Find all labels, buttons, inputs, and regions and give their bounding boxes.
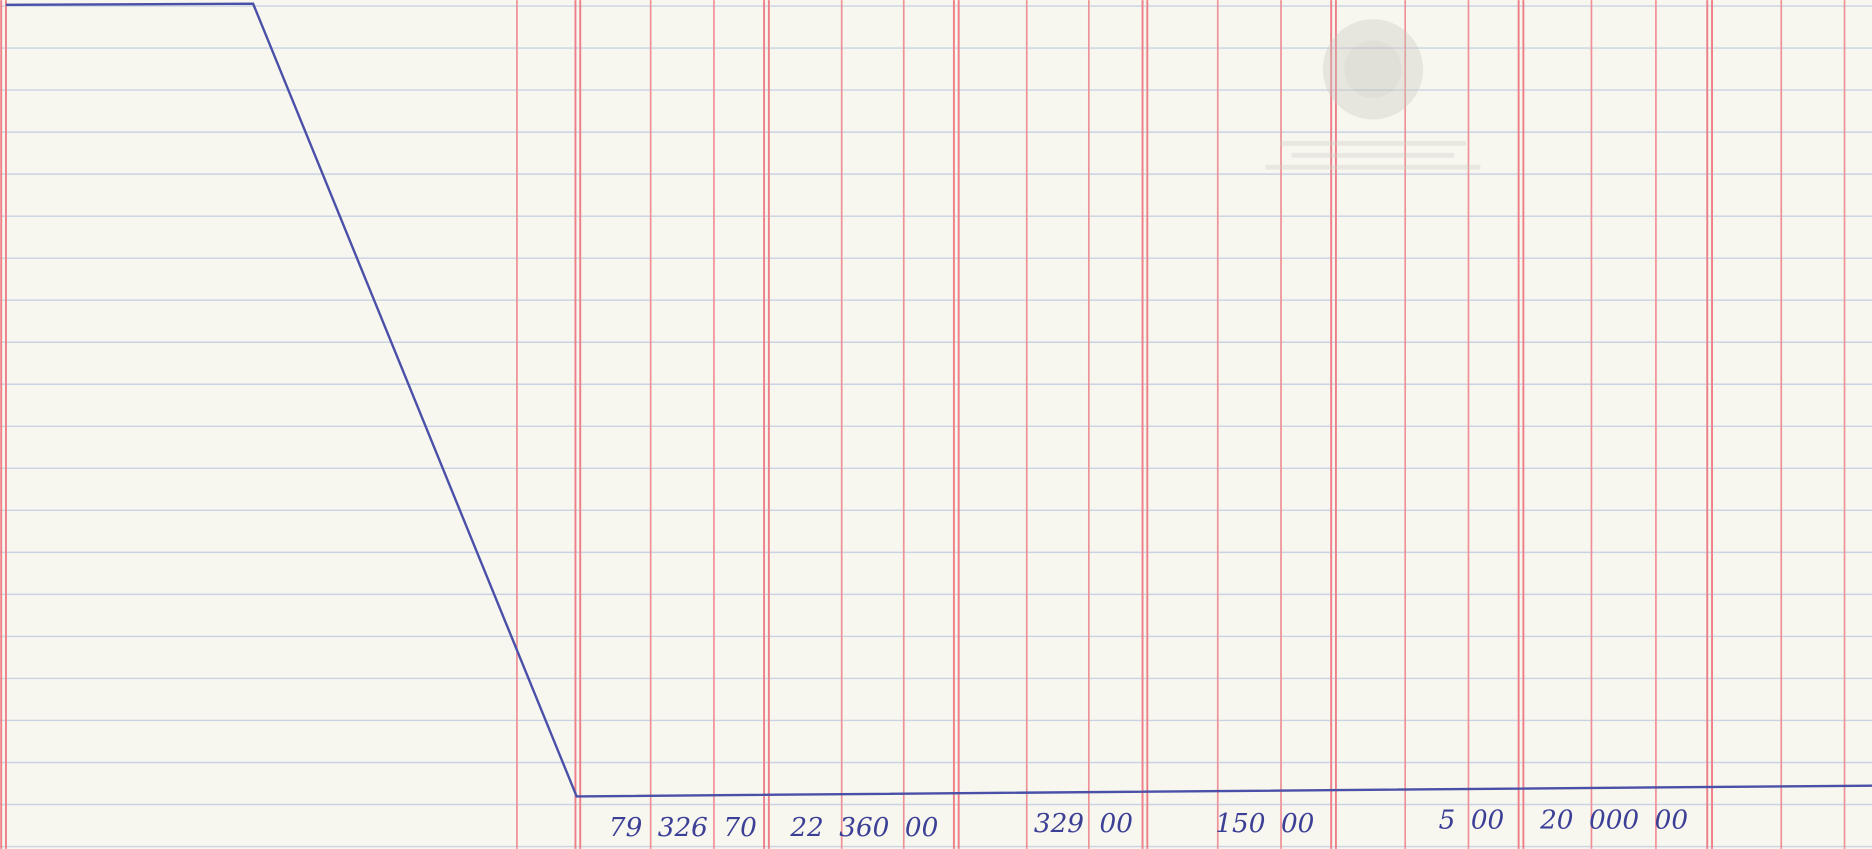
amount: 22 360 00 — [789, 813, 938, 843]
amount: 329 00 — [1034, 809, 1133, 839]
watermark-emblem — [1322, 19, 1424, 120]
amount: 150 00 — [1215, 809, 1314, 839]
amount: 79 326 70 — [609, 813, 757, 843]
amount: 20 000 00 — [1539, 806, 1688, 836]
watermark — [1265, 19, 1481, 170]
amount: 5 00 — [1439, 806, 1505, 836]
watermark-line — [1291, 152, 1455, 158]
watermark-line — [1279, 140, 1467, 146]
ruled-lines — [0, 5, 1872, 848]
watermark-emblem-center — [1344, 40, 1402, 98]
watermark-line — [1265, 164, 1481, 170]
pen-stroke — [5, 2, 1872, 798]
